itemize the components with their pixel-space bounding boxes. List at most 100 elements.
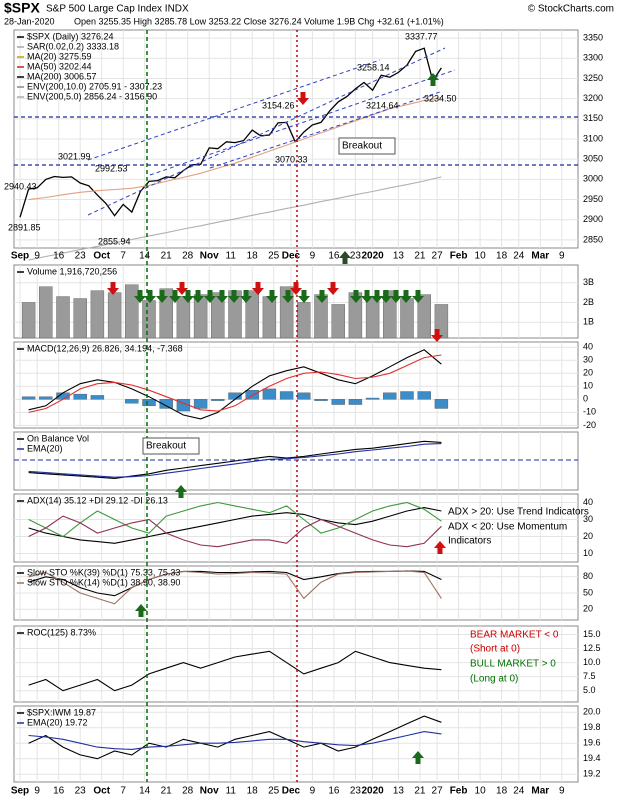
- x-tick-label: Mar: [531, 786, 549, 797]
- y-tick-label: 3350: [583, 32, 603, 42]
- x-tick-label: Dec: [282, 786, 301, 797]
- y-tick-label: 20: [583, 531, 593, 541]
- bar: [417, 391, 431, 400]
- bar: [211, 399, 225, 401]
- bar: [73, 393, 87, 400]
- annotation: 3070.33: [275, 154, 308, 164]
- x-tick-label: 9: [34, 251, 40, 262]
- annotation: 2855.94: [98, 236, 131, 246]
- series-line: [28, 349, 442, 420]
- legend-label: MA(50) 3202.44: [27, 61, 92, 71]
- y-tick-label: 7.5: [583, 671, 596, 681]
- signal-arrow: [228, 290, 240, 303]
- legend-label: Volume 1,916,720,256: [27, 266, 117, 276]
- bar: [142, 300, 156, 339]
- signal-arrow: [350, 290, 362, 303]
- y-tick-label: 3100: [583, 133, 603, 143]
- bar: [348, 399, 363, 405]
- y-tick-label: 40: [583, 497, 593, 507]
- series-line: [28, 650, 442, 692]
- series-line: [28, 507, 442, 544]
- x-tick-label: 9: [559, 786, 565, 797]
- y-tick-label: 30: [583, 355, 593, 365]
- bar: [125, 399, 139, 404]
- legend-label: On Balance Vol: [27, 433, 89, 443]
- x-tick-label: 16: [328, 786, 340, 797]
- bar: [400, 298, 414, 339]
- y-tick-label: 20.0: [583, 707, 601, 717]
- annotation-box: [142, 437, 200, 455]
- annotation: 3258.14: [357, 62, 390, 72]
- legend-label: SAR(0.02,0.2) 3333.18: [27, 41, 119, 51]
- x-tick-label: 28: [182, 251, 194, 262]
- bar: [262, 296, 277, 339]
- x-tick-label: 11: [226, 251, 237, 262]
- bar: [279, 391, 294, 400]
- y-tick-label: 19.8: [583, 722, 601, 732]
- x-tick-label: 16: [53, 251, 65, 262]
- x-tick-label: 18: [496, 786, 508, 797]
- bar: [211, 292, 225, 339]
- legend-label: Slow STO %K(39) %D(1) 75.33, 75.33: [27, 567, 180, 577]
- x-tick-label: 18: [496, 251, 508, 262]
- legend-label: MA(200) 3006.57: [27, 71, 97, 81]
- y-tick-label: 10.0: [583, 657, 601, 667]
- x-tick-label: 24: [513, 251, 525, 262]
- series-line: [28, 176, 442, 261]
- x-tick-label: 21: [414, 786, 426, 797]
- signal-arrow: [390, 290, 402, 303]
- x-tick-label: Feb: [450, 786, 468, 797]
- channel-line: [87, 59, 381, 161]
- bar: [21, 396, 36, 400]
- x-tick-label: 27: [432, 786, 444, 797]
- x-tick-label: Sep: [11, 251, 29, 262]
- signal-arrow: [192, 290, 204, 303]
- y-tick-label: 5.0: [583, 685, 596, 695]
- x-tick-label: Feb: [450, 251, 468, 262]
- signal-arrow: [380, 290, 392, 303]
- bar: [245, 290, 259, 339]
- quote: Open 3255.35 High 3285.78 Low 3253.22 Cl…: [74, 16, 444, 26]
- x-tick-label: 27: [432, 251, 444, 262]
- y-tick-label: 3000: [583, 174, 603, 184]
- x-tick-label: 23: [75, 251, 87, 262]
- bar: [314, 399, 328, 401]
- x-tick-label: Nov: [200, 786, 219, 797]
- x-tick-label: 10: [475, 786, 487, 797]
- panel-frame: [13, 341, 579, 429]
- y-tick-label: 10: [583, 381, 593, 391]
- panel-frame: [13, 431, 579, 491]
- y-tick-label: 3B: [583, 277, 594, 287]
- signal-arrow: [339, 251, 351, 264]
- x-tick-label: 24: [513, 786, 525, 797]
- bar: [193, 294, 208, 339]
- signal-arrow: [240, 290, 252, 303]
- bar: [331, 399, 345, 405]
- x-tick-label: 21: [161, 251, 173, 262]
- signal-arrow: [282, 290, 294, 303]
- annotation: (Short at 0): [470, 644, 520, 655]
- y-tick-label: 3150: [583, 113, 603, 123]
- y-tick-label: 50: [583, 587, 593, 597]
- y-tick-label: 12.5: [583, 643, 601, 653]
- y-tick-label: -10: [583, 407, 596, 417]
- x-tick-label: 18: [247, 251, 259, 262]
- y-tick-label: 80: [583, 571, 593, 581]
- legend-label: MA(20) 3275.59: [27, 51, 92, 61]
- y-tick-label: 19.4: [583, 753, 601, 763]
- name: S&P 500 Large Cap Index INDX: [46, 4, 189, 15]
- signal-arrow: [371, 290, 383, 303]
- credit: © StockCharts.com: [528, 4, 614, 15]
- date: 28-Jan-2020: [4, 16, 55, 26]
- x-tick-label: Oct: [93, 786, 110, 797]
- bar: [383, 290, 397, 339]
- annotation: (Long at 0): [470, 674, 518, 685]
- panel-frame: [13, 493, 579, 563]
- series-line: [28, 715, 442, 760]
- signal-arrow: [298, 290, 310, 303]
- y-tick-label: 3250: [583, 73, 603, 83]
- signal-arrow: [412, 290, 424, 303]
- x-tick-label: 16: [328, 251, 340, 262]
- symbol: $SPX: [4, 0, 40, 16]
- signal-arrow: [327, 282, 339, 295]
